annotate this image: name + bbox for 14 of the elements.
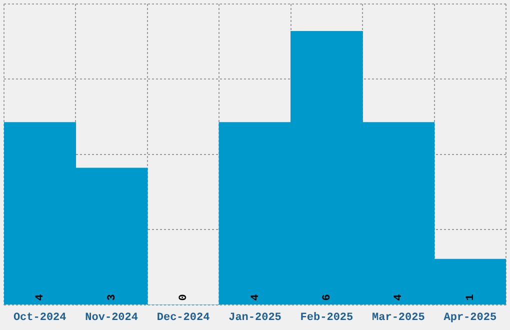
x-tick-label: Jan-2025 xyxy=(228,312,282,324)
data-label: 1 xyxy=(464,294,477,301)
data-label: 0 xyxy=(178,294,190,301)
data-label: 4 xyxy=(250,294,262,301)
x-tick-label: Oct-2024 xyxy=(13,312,67,324)
x-tick-label: Dec-2024 xyxy=(156,312,210,324)
x-tick-label: Mar-2025 xyxy=(372,312,426,324)
data-label: 3 xyxy=(106,294,118,301)
x-tick-label: Nov-2024 xyxy=(85,312,138,324)
data-label: 4 xyxy=(393,294,406,301)
x-tick-label: Feb-2025 xyxy=(300,312,354,324)
x-tick-label: Apr-2025 xyxy=(444,312,497,324)
data-label: 6 xyxy=(321,294,334,301)
data-label: 4 xyxy=(34,294,47,301)
